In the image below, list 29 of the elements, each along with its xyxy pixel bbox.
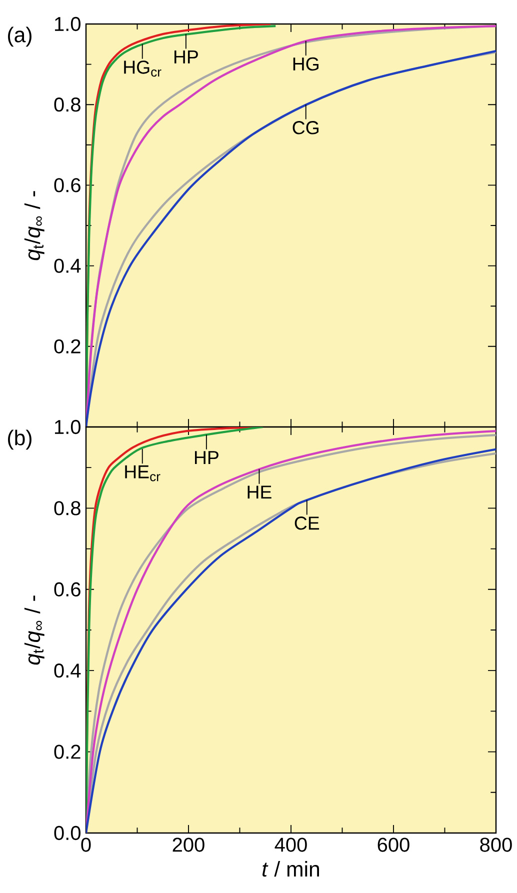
annotation: CE	[294, 516, 319, 530]
annotation: HG	[293, 57, 318, 71]
annotation: CG	[292, 121, 318, 134]
x-tick-label: 0	[81, 838, 91, 852]
y-tick-label: 1.0	[54, 420, 80, 434]
x-tick-label: 400	[274, 838, 307, 852]
y-tick-label: 0.4	[54, 664, 81, 678]
y-axis-title: q$_{t}$/q$_{∞}$ / -	[24, 596, 44, 665]
annotation: HE	[248, 486, 272, 499]
y-tick-label: 0.2	[54, 339, 80, 354]
y-tick-label: 0.4	[54, 258, 81, 273]
y-tick-label: 0.8	[54, 501, 80, 516]
x-axis-title: t / min	[262, 861, 319, 877]
y-tick-label: 0.6	[54, 582, 80, 596]
y-tick-label: 0.2	[54, 744, 80, 759]
y-tick-label: 0.8	[54, 98, 80, 112]
annotation: HP	[194, 451, 218, 464]
y-tick-label: 0.6	[54, 178, 80, 192]
y-tick-label: 0.0	[54, 826, 80, 840]
chart-title: (a)	[8, 26, 32, 47]
annotation: HG$_{cr}$	[124, 60, 162, 77]
annotation: HP	[174, 50, 198, 64]
chart-title: (b)	[8, 430, 32, 450]
x-tick-label: 800	[480, 838, 512, 852]
x-tick-label: 600	[378, 838, 410, 852]
y-axis-title: q$_{t}$/q$_{∞}$ / -	[24, 191, 44, 260]
y-tick-label: 1.0	[54, 16, 80, 32]
annotation: HE$_{cr}$	[125, 465, 160, 482]
x-tick-label: 200	[172, 838, 204, 852]
